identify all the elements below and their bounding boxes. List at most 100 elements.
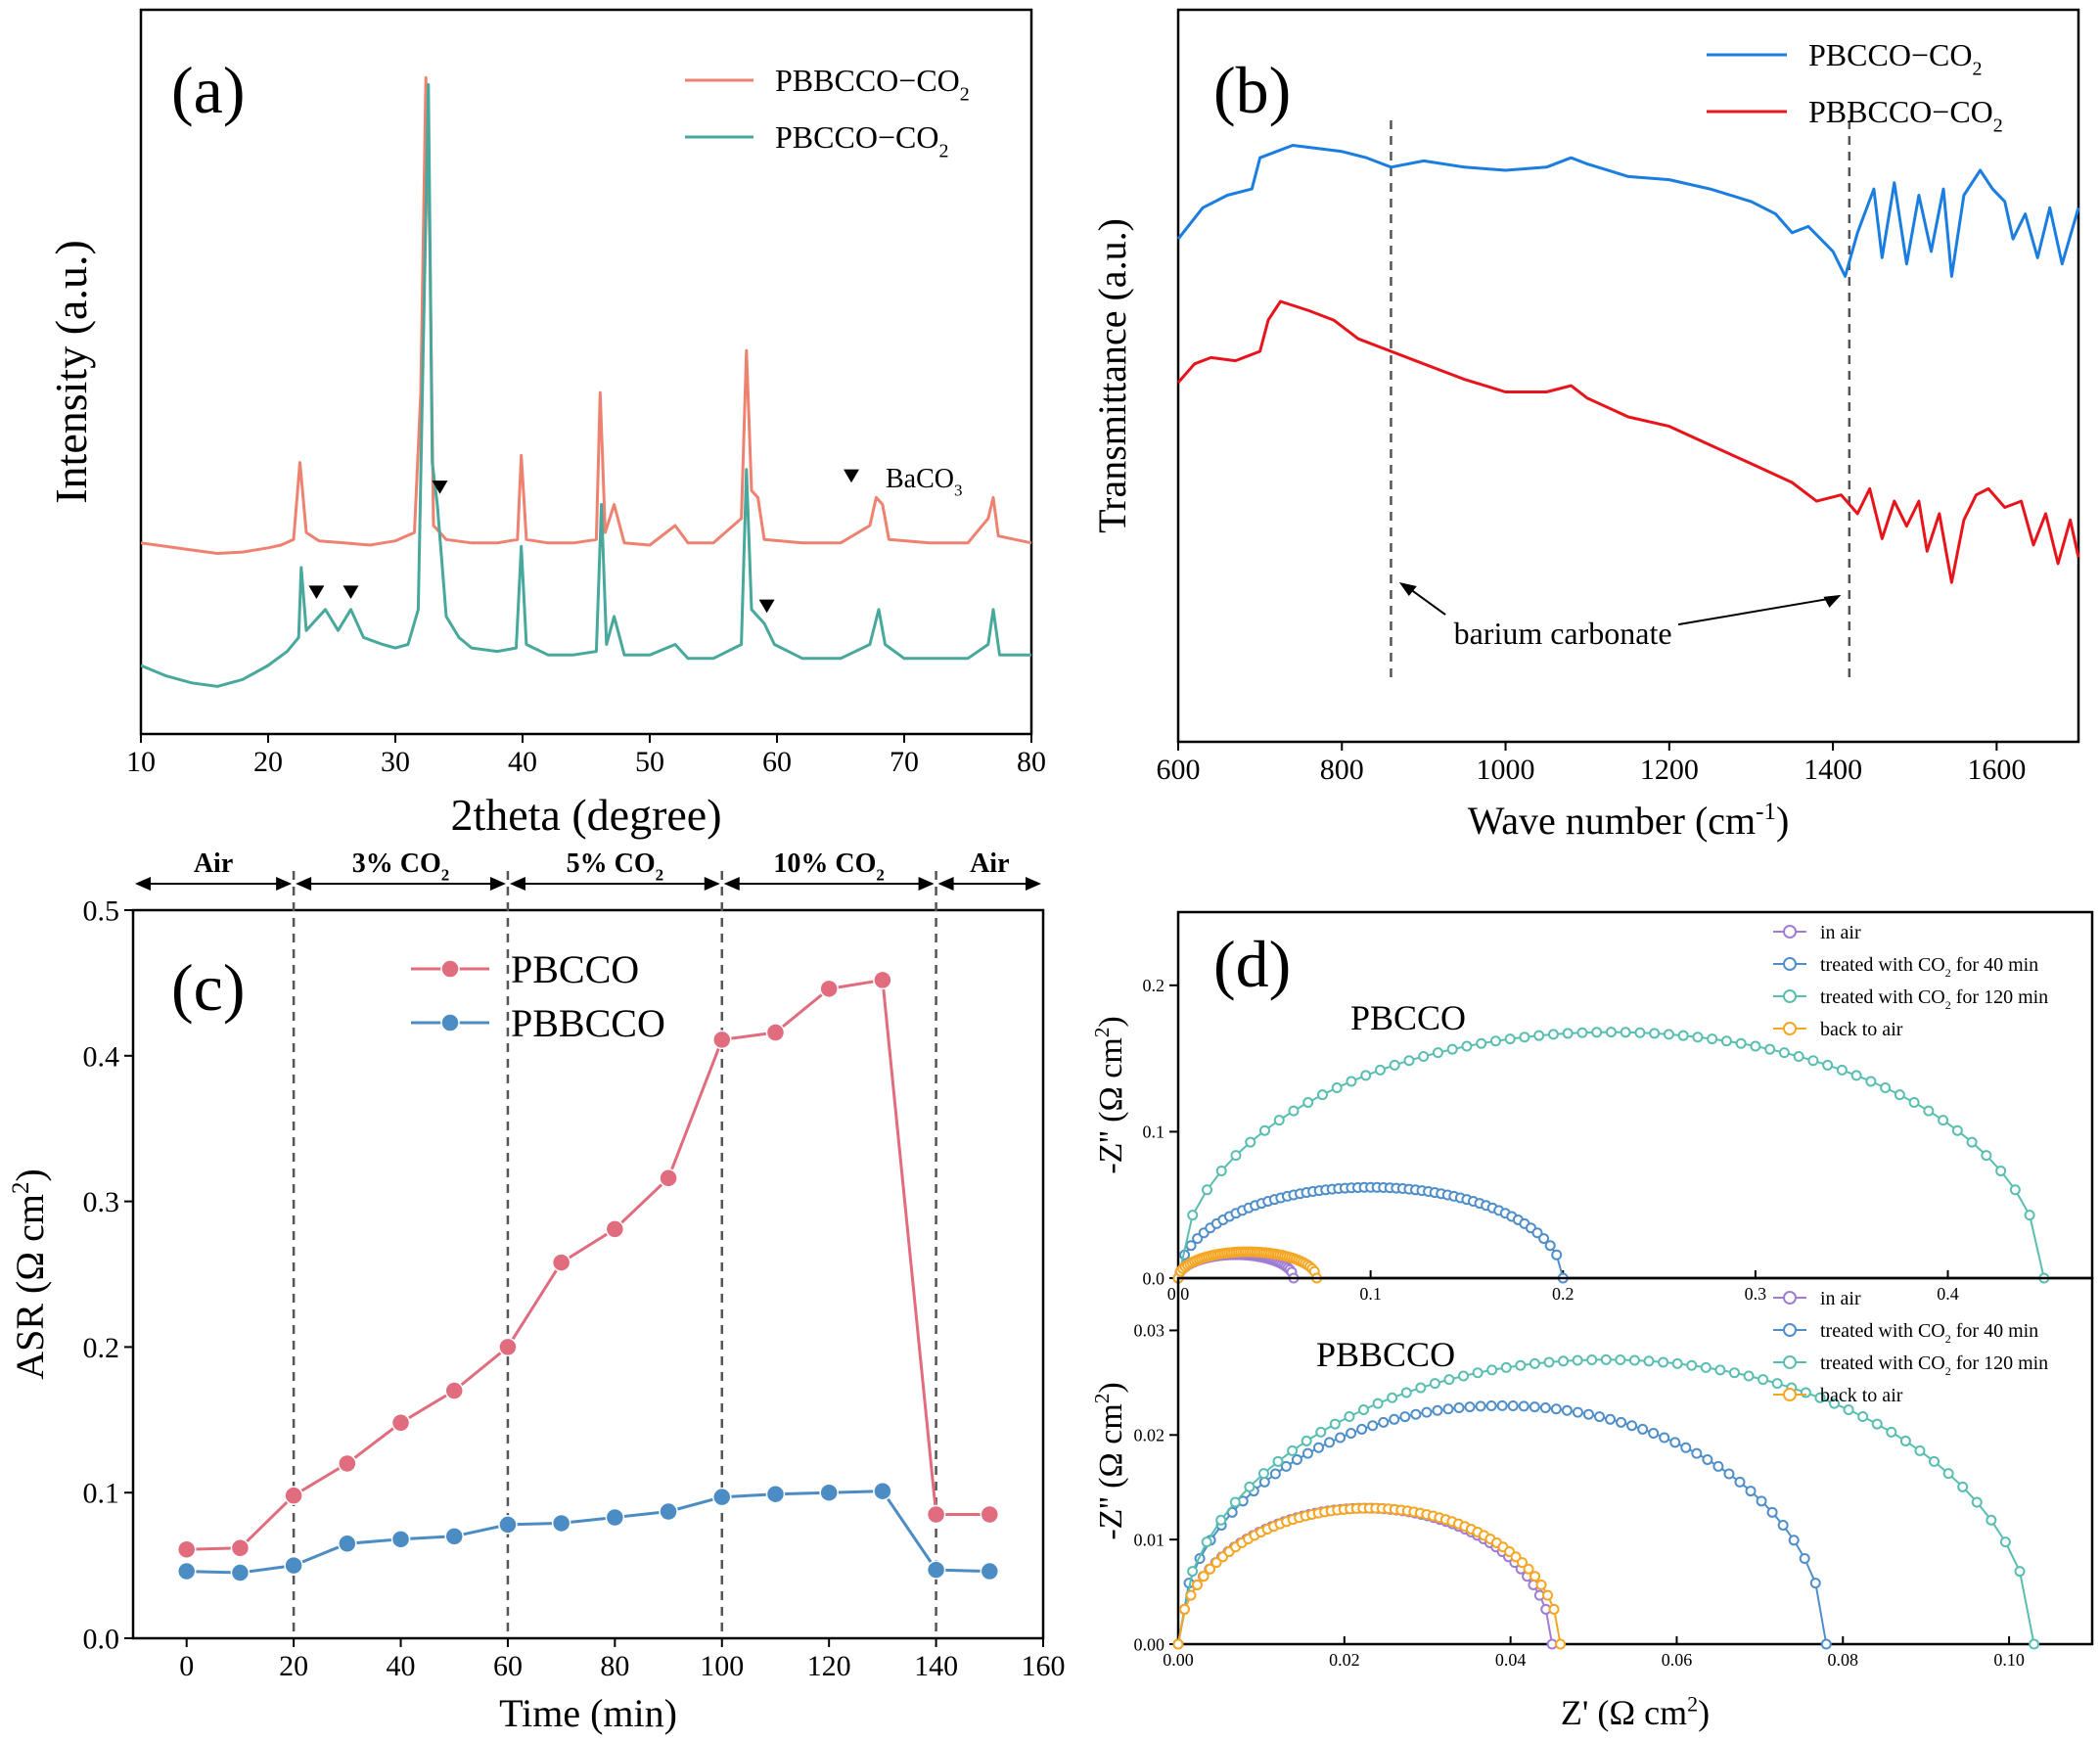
panel-d-data-point (1443, 1374, 1455, 1386)
panel-d-data-point (1591, 1027, 1603, 1038)
panel-d-data-point (1198, 1571, 1210, 1582)
panel-d-data-point (1929, 1455, 1940, 1467)
panel-c-data-point (390, 1530, 411, 1549)
panel-c-frame (131, 908, 1045, 1640)
panel-d-ylabel-part: 2 (1090, 1394, 1114, 1404)
panel-d-data-point (1523, 1563, 1534, 1575)
panel-c-phase-arrowhead (296, 877, 312, 891)
panel-c-phase-arrowhead (704, 877, 720, 891)
panel-d-data-point (1680, 1442, 1692, 1453)
panel-c-tag: (c) (171, 950, 245, 1025)
panel-d-data-point (1210, 1557, 1222, 1569)
panel-d-data-point (1562, 1028, 1574, 1039)
panel-d-data-point (1714, 1364, 1726, 1376)
panel-d-data-point (1686, 1359, 1698, 1371)
panel-d-data-point (1192, 1233, 1204, 1245)
panel-d-data-point (1269, 1468, 1281, 1480)
panel-d-legend-marker (1783, 1291, 1797, 1305)
panel-d-legend-label-part: for 40 min (1951, 954, 2038, 976)
panel-a-baco3-marker (342, 585, 359, 599)
panel-a-frame (139, 8, 1033, 736)
panel-d-data-point (1551, 1249, 1563, 1261)
panel-d-legend-label-part: treated with CO (1820, 1320, 1945, 1342)
panel-c-legend-label: PBCCO (511, 947, 639, 991)
panel-b-annotation-label: barium carbonate (1454, 616, 1672, 651)
panel-d-data-point (1192, 1579, 1204, 1590)
panel-c-x-label: 160 (1022, 1650, 1066, 1682)
panel-c-phase-label: 10% CO2 (773, 848, 885, 884)
panel-c-phase-label-part: 2 (441, 865, 450, 884)
panel-d-tag: (d) (1213, 927, 1291, 1001)
panel-c-xlabel: Time (min) (499, 1691, 677, 1735)
panel-a-baco3-legend-marker (844, 469, 859, 483)
panel-d-data-point (1229, 1496, 1241, 1508)
panel-c-data-point (176, 1539, 197, 1559)
panel-c-phase-arrowhead (723, 877, 740, 891)
panel-a-x-label: 40 (508, 746, 537, 778)
panel-d-data-point (1312, 1442, 1324, 1453)
panel-c-data-point (873, 970, 892, 990)
panel-c-data-point (230, 1563, 251, 1582)
panel-d-y-label: 0.03 (1134, 1321, 1165, 1341)
panel-d-legend-label: treated with CO2 for 40 min (1820, 1320, 2038, 1346)
panel-d-x-label: 0.06 (1662, 1650, 1693, 1670)
panel-d-data-point (1258, 1124, 1270, 1136)
panel-d-data-point (1700, 1361, 1712, 1373)
panel-a-baco3-marker (758, 599, 775, 614)
panel-d-legend-marker (1783, 1022, 1797, 1035)
panel-d-data-point (1461, 1040, 1473, 1052)
panel-d-data-point (1415, 1382, 1427, 1394)
panel-d-x-label: 0.08 (1828, 1650, 1859, 1670)
panel-d-ylabel: -Z'' (Ω cm2) (1090, 1016, 1129, 1173)
panel-c-phase-arrowhead (1026, 877, 1041, 891)
panel-d-data-point (1572, 1406, 1583, 1418)
panel-d-legend-marker (1783, 1355, 1797, 1369)
panel-d-data-point (1205, 1563, 1216, 1575)
panel-b-x-label: 800 (1320, 754, 1364, 786)
panel-b-legend-label: PBBCCO−CO2 (1808, 94, 2003, 137)
panel-c-data-point (551, 1253, 571, 1272)
panel-d-x-label: 0.2 (1552, 1284, 1575, 1304)
panel-d-data-point (1605, 1027, 1617, 1038)
panel-c-data-point (176, 1561, 197, 1582)
panel-c-ylabel-part: ASR (Ω cm (8, 1194, 52, 1380)
panel-d-legend-marker (1783, 1388, 1797, 1401)
panel-d-data-point (1616, 1416, 1627, 1428)
panel-b-legend-label-part: 2 (1993, 115, 2003, 137)
panel-d-legend-label: treated with CO2 for 120 min (1820, 1352, 2048, 1378)
panel-d-data-point (1637, 1423, 1649, 1435)
panel-d-data-point (2029, 1638, 2040, 1650)
panel-d-legend-label: in air (1820, 1288, 1861, 1309)
panel-d-data-point (1547, 1029, 1559, 1040)
panel-c-phase-arrowhead (276, 877, 293, 891)
panel-a-legend-label-part: 2 (960, 84, 970, 106)
panel-d-data-point (1648, 1428, 1660, 1440)
panel-d-data-point (1418, 1050, 1430, 1062)
panel-d-data-point (2024, 1210, 2035, 1221)
panel-c-series-line (186, 1490, 990, 1575)
panel-d-data-point (1778, 1047, 1790, 1059)
panel-d-data-point (1995, 1165, 2007, 1176)
panel-d-data-point (1677, 1030, 1689, 1041)
panel-d-data-point (1529, 1571, 1541, 1582)
panel-c-data-point (338, 1534, 357, 1554)
panel-d-data-point (1871, 1418, 1883, 1430)
panel-d-data-point (1605, 1413, 1617, 1425)
panel-d-data-point (1712, 1460, 1724, 1472)
panel-c-y-label: 0.1 (83, 1478, 120, 1510)
panel-d-legend-label: in air (1820, 922, 1861, 943)
panel-d-y-label: 0.2 (1143, 976, 1165, 995)
panel-d-data-point (1799, 1553, 1810, 1565)
panel-d-data-point (1558, 1355, 1570, 1367)
panel-c-data-point (765, 1023, 786, 1042)
panel-c-data-point (605, 1507, 625, 1528)
panel-d-data-point (1923, 1105, 1935, 1117)
panel-c-data-point (659, 1501, 678, 1522)
panel-a-x-label: 50 (635, 746, 664, 778)
panel-d-data-point (1620, 1027, 1631, 1038)
panel-d-data-point (1201, 1184, 1212, 1196)
panel-d-data-point (1857, 1410, 1869, 1422)
panel-d-data-point (1649, 1028, 1661, 1039)
panel-c-y-label: 0.3 (83, 1186, 120, 1218)
